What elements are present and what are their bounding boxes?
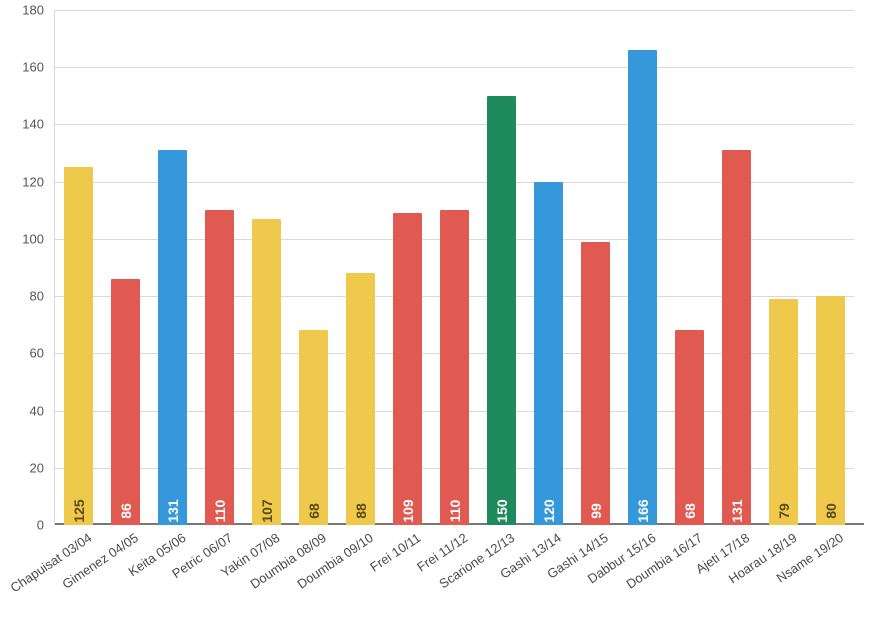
bar-slot: 166 (619, 10, 666, 525)
bar-slot: 79 (760, 10, 807, 525)
bar-slot: 125 (55, 10, 102, 525)
bar-value-label: 166 (635, 499, 651, 522)
bar: 131 (722, 150, 751, 525)
bar: 166 (628, 50, 657, 525)
bar: 68 (675, 330, 704, 525)
bar: 68 (299, 330, 328, 525)
bar-slot: 131 (149, 10, 196, 525)
bar-value-label: 110 (447, 500, 463, 523)
bar-slot: 80 (807, 10, 854, 525)
y-axis-label: 140 (0, 117, 44, 132)
bar-slot: 120 (525, 10, 572, 525)
bar: 109 (393, 213, 422, 525)
y-axis-label: 80 (0, 289, 44, 304)
x-axis-label: Chapuisat 03/04 (7, 530, 94, 595)
bar-value-label: 99 (588, 503, 604, 519)
bar: 80 (816, 296, 845, 525)
y-axis-label: 160 (0, 60, 44, 75)
bar-value-label: 120 (541, 499, 557, 522)
y-axis-label: 0 (0, 518, 44, 533)
bar-slot: 150 (478, 10, 525, 525)
bar-value-label: 131 (729, 499, 745, 522)
bar-slot: 109 (384, 10, 431, 525)
bar-value-label: 68 (682, 503, 698, 519)
bar-slot: 86 (102, 10, 149, 525)
plot-area: 125 86 131 110 107 68 88 109 110 150 120 99 166 68 131… (54, 10, 854, 525)
bar-value-label: 107 (259, 499, 275, 522)
bar-value-label: 68 (306, 503, 322, 519)
bar: 131 (158, 150, 187, 525)
bar-slot: 99 (572, 10, 619, 525)
bar: 125 (64, 167, 93, 525)
y-axis-label: 60 (0, 346, 44, 361)
bar: 79 (769, 299, 798, 525)
bar-value-label: 80 (823, 503, 839, 519)
bar: 88 (346, 273, 375, 525)
bar: 110 (205, 210, 234, 525)
bar-slot: 131 (713, 10, 760, 525)
y-axis-label: 120 (0, 174, 44, 189)
y-axis-label: 40 (0, 403, 44, 418)
bar: 86 (111, 279, 140, 525)
bar-slot: 88 (337, 10, 384, 525)
chart: 125 86 131 110 107 68 88 109 110 150 120 99 166 68 131… (0, 0, 873, 637)
bar-slot: 110 (196, 10, 243, 525)
bar-slot: 110 (431, 10, 478, 525)
bar-value-label: 86 (118, 503, 134, 519)
y-axis-label: 100 (0, 231, 44, 246)
y-axis-label: 20 (0, 460, 44, 475)
bar-slot: 68 (666, 10, 713, 525)
x-axis-label: Frei 10/11 (367, 530, 423, 575)
bar-value-label: 109 (400, 499, 416, 522)
bar-value-label: 88 (353, 503, 369, 519)
bar-value-label: 131 (165, 499, 181, 522)
y-axis-label: 180 (0, 3, 44, 18)
bar-value-label: 150 (494, 499, 510, 522)
bars-container: 125 86 131 110 107 68 88 109 110 150 120 99 166 68 131… (55, 10, 854, 525)
bar-value-label: 110 (212, 500, 228, 523)
bar: 150 (487, 96, 516, 525)
bar-value-label: 125 (71, 499, 87, 522)
bar: 110 (440, 210, 469, 525)
bar: 99 (581, 242, 610, 525)
bar-value-label: 79 (776, 503, 792, 519)
bar-slot: 107 (243, 10, 290, 525)
bar: 107 (252, 219, 281, 525)
bar: 120 (534, 182, 563, 525)
bar-slot: 68 (290, 10, 337, 525)
